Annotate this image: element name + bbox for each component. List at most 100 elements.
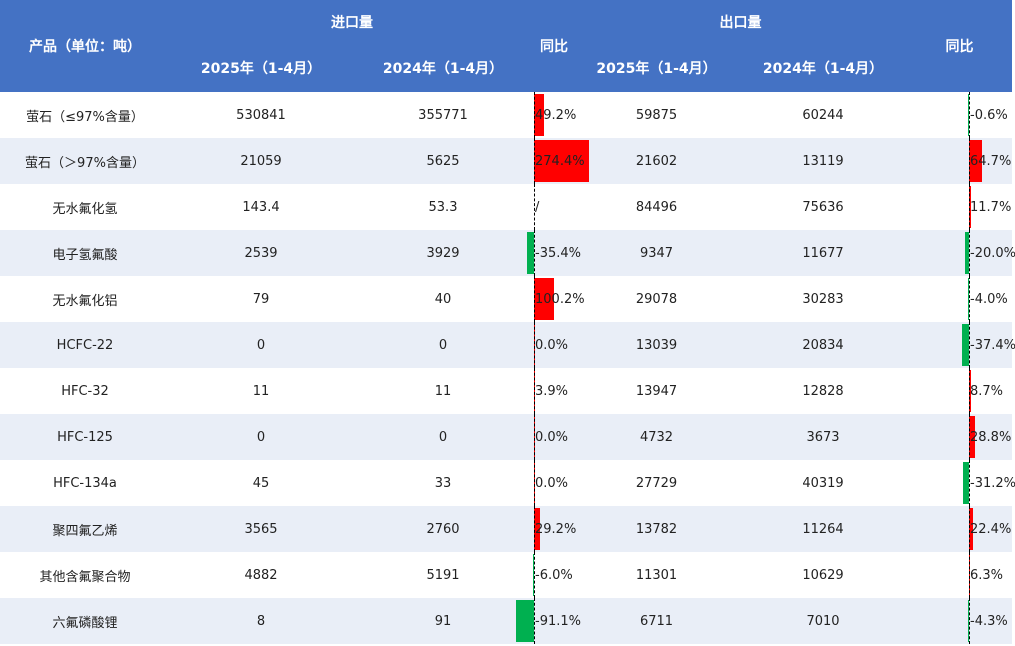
export-2025-value: 9347 <box>574 230 739 276</box>
import-yoy-bar <box>534 94 544 136</box>
header-export-2025: 2025年（1-4月） <box>574 44 739 92</box>
export-yoy-cell: 11.7% <box>907 184 1012 230</box>
export-yoy-label: -20.0% <box>970 245 1015 261</box>
export-yoy-label: 8.7% <box>970 383 1004 399</box>
export-2025-value: 13947 <box>635 383 678 399</box>
import-yoy-cell: 0.0% <box>534 414 574 460</box>
import-yoy-cell: 100.2% <box>534 276 585 322</box>
table-row: 其他含氟聚合物 4882 5191 -6.0% 11301 10629 6.3% <box>0 552 1012 598</box>
zero-axis-line <box>969 368 970 414</box>
import-2024-value: 355771 <box>418 107 468 123</box>
export-yoy-label: 11.7% <box>970 199 1012 215</box>
import-2024-value: 33 <box>434 475 452 491</box>
zero-axis-line <box>534 276 535 322</box>
import-2024-value: 0 <box>352 322 534 368</box>
zero-axis-line <box>969 138 970 184</box>
header-export-2024: 2024年（1-4月） <box>739 44 907 92</box>
zero-axis-line <box>969 230 970 276</box>
import-2025-value: 0 <box>170 414 352 460</box>
export-yoy-label: -4.3% <box>970 613 1008 629</box>
export-yoy-label: 64.7% <box>970 153 1012 169</box>
product-name: HCFC-22 <box>0 322 170 368</box>
table-row: 聚四氟乙烯 3565 2760 29.2% 13782 11264 22.4% <box>0 506 1012 552</box>
zero-axis-line <box>534 230 535 276</box>
import-2025-value: 143.4 <box>242 199 280 215</box>
product-name: 六氟磷酸锂 <box>0 598 170 644</box>
export-2024-value: 11264 <box>739 506 907 552</box>
table-row: HCFC-22 0 0 0.0% 13039 20834 -37.4% <box>0 322 1015 368</box>
zero-axis-line <box>534 322 535 368</box>
header-import-2025: 2025年（1-4月） <box>170 44 352 92</box>
import-2024-value: 2760 <box>352 506 534 552</box>
export-2024-value: 40319 <box>802 475 844 491</box>
export-2024-value: 12828 <box>802 383 844 399</box>
import-yoy-bar <box>534 140 589 182</box>
import-yoy-cell: -35.4% <box>526 230 581 276</box>
zero-axis-line <box>969 276 970 322</box>
import-2025-value: 11 <box>252 383 270 399</box>
import-2025-value: 3565 <box>170 506 352 552</box>
import-2024-value: 11 <box>434 383 452 399</box>
import-2025-value: 0 <box>170 322 352 368</box>
product-name: HFC-32 <box>61 383 109 399</box>
table-row: 萤石（≤97%含量） 530841 355771 49.2% 59875 60244 -0.… <box>0 92 1012 138</box>
zero-axis-line <box>534 414 535 460</box>
import-yoy-label: 3.9% <box>535 383 569 399</box>
import-yoy-label: 274.4% <box>535 153 585 169</box>
export-yoy-label: -37.4% <box>970 337 1015 353</box>
export-yoy-bar <box>969 508 974 550</box>
export-2025-value: 13782 <box>574 506 739 552</box>
export-2025-value: 84496 <box>635 199 678 215</box>
import-2024-value: 5625 <box>352 138 534 184</box>
import-2025-value: 79 <box>252 291 270 307</box>
export-yoy-label: 28.8% <box>970 429 1012 445</box>
zero-axis-line <box>534 552 535 598</box>
export-yoy-bar <box>965 232 969 274</box>
import-yoy-cell: -91.1% <box>515 598 581 644</box>
export-2024-value: 60244 <box>802 107 844 123</box>
table-row: 无水氟化铝 79 40 100.2% 29078 30283 -4.0% <box>0 276 1012 322</box>
export-yoy-bar <box>968 278 969 320</box>
export-yoy-bar <box>962 462 969 504</box>
product-name: 无水氟化铝 <box>52 293 118 309</box>
header-product: 产品（单位：吨） <box>0 0 170 92</box>
export-2025-value: 21602 <box>574 138 739 184</box>
export-yoy-cell: -0.6% <box>907 92 1012 138</box>
export-yoy-label: -31.2% <box>970 475 1015 491</box>
import-yoy-cell: / <box>534 184 574 230</box>
product-name: HFC-125 <box>0 414 170 460</box>
zero-axis-line <box>969 506 970 552</box>
import-yoy-label: 100.2% <box>535 291 585 307</box>
zero-axis-line <box>969 92 970 138</box>
import-2025-value: 8 <box>170 598 352 644</box>
import-yoy-bar <box>534 278 555 320</box>
product-name: 其他含氟聚合物 <box>39 569 131 585</box>
header-export-yoy: 同比 <box>907 0 1012 92</box>
zero-axis-line <box>534 460 535 506</box>
table-header: 产品（单位：吨） 进口量 同比 出口量 同比 2025年（1-4月） 2024年… <box>0 0 1012 92</box>
zero-axis-line <box>534 92 535 138</box>
export-2024-value: 7010 <box>739 598 907 644</box>
export-yoy-bar <box>969 416 975 458</box>
export-2025-value: 27729 <box>635 475 678 491</box>
export-yoy-cell: 22.4% <box>907 506 1012 552</box>
header-import-yoy: 同比 <box>534 0 574 92</box>
export-yoy-label: 6.3% <box>970 567 1004 583</box>
export-yoy-cell: -20.0% <box>907 230 1015 276</box>
import-2025-value: 21059 <box>170 138 352 184</box>
export-yoy-bar <box>969 186 972 228</box>
import-yoy-label: 0.0% <box>535 429 569 445</box>
import-yoy-label: / <box>535 199 540 215</box>
import-yoy-cell: 3.9% <box>534 368 574 414</box>
import-yoy-cell: -6.0% <box>532 552 574 598</box>
import-yoy-label: -6.0% <box>535 567 573 583</box>
zero-axis-line <box>534 368 535 414</box>
export-yoy-label: 22.4% <box>970 521 1012 537</box>
product-name: 萤石（≤97%含量） <box>26 109 144 125</box>
table-row: 无水氟化氢 143.4 53.3 / 84496 75636 11.7% <box>0 184 1012 230</box>
table-row: HFC-125 0 0 0.0% 4732 3673 28.8% <box>0 414 1012 460</box>
import-yoy-label: -91.1% <box>535 613 581 629</box>
export-yoy-cell: -4.0% <box>907 276 1012 322</box>
